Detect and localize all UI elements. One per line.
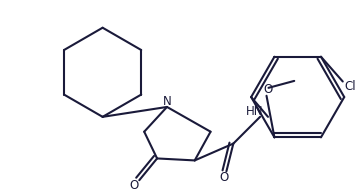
Text: O: O <box>220 171 229 184</box>
Text: Cl: Cl <box>345 80 357 93</box>
Text: O: O <box>264 83 273 96</box>
Text: N: N <box>163 96 171 108</box>
Text: O: O <box>130 179 139 192</box>
Text: HN: HN <box>246 105 264 118</box>
